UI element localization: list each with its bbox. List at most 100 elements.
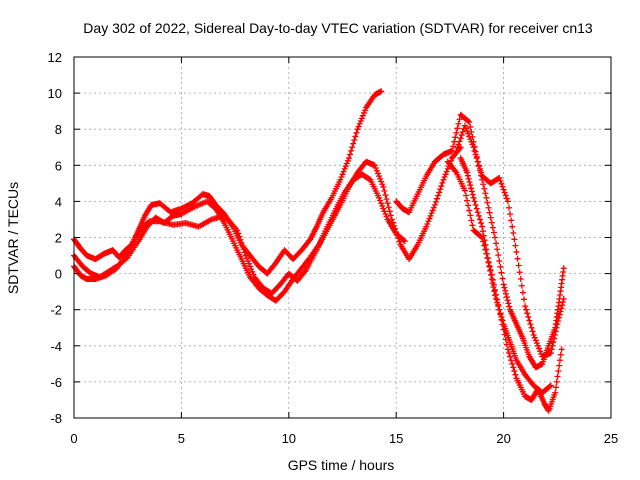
data-point bbox=[469, 191, 476, 198]
data-point bbox=[435, 192, 442, 199]
data-point bbox=[430, 204, 437, 211]
data-point bbox=[374, 170, 381, 177]
data-point bbox=[240, 246, 247, 253]
data-point bbox=[557, 351, 564, 358]
y-tick-label: 8 bbox=[55, 122, 62, 137]
x-tick-label: 15 bbox=[389, 431, 403, 446]
data-point bbox=[557, 308, 564, 315]
data-point bbox=[493, 240, 500, 247]
data-point bbox=[531, 334, 538, 341]
data-point bbox=[485, 204, 492, 211]
data-point bbox=[455, 120, 462, 127]
data-point bbox=[456, 138, 463, 145]
data-point bbox=[495, 303, 502, 310]
data-point bbox=[345, 155, 352, 162]
data-point bbox=[464, 197, 471, 204]
data-point bbox=[498, 313, 505, 320]
y-axis-label: SDTVAR / TECUs bbox=[5, 182, 21, 294]
data-point bbox=[453, 147, 460, 154]
data-point bbox=[112, 266, 119, 273]
data-point bbox=[475, 162, 482, 169]
data-point bbox=[379, 181, 386, 188]
data-point bbox=[429, 207, 436, 214]
data-point bbox=[549, 342, 556, 349]
data-point bbox=[468, 185, 475, 192]
data-point bbox=[479, 228, 486, 235]
data-point bbox=[248, 266, 255, 273]
data-point bbox=[494, 246, 501, 253]
data-point bbox=[372, 165, 379, 172]
series-track-3 bbox=[71, 144, 464, 297]
data-point bbox=[357, 118, 364, 125]
data-point bbox=[483, 250, 490, 257]
data-point bbox=[560, 295, 567, 302]
data-point bbox=[525, 313, 532, 320]
data-point bbox=[547, 350, 554, 357]
data-point bbox=[378, 200, 385, 207]
data-point bbox=[487, 214, 494, 221]
data-point bbox=[482, 241, 489, 248]
data-point bbox=[453, 129, 460, 136]
data-point bbox=[476, 165, 483, 172]
data-point bbox=[360, 109, 367, 116]
data-point bbox=[487, 271, 494, 278]
data-point bbox=[427, 212, 434, 219]
data-point bbox=[502, 192, 509, 199]
data-point bbox=[552, 328, 559, 335]
data-point bbox=[239, 243, 246, 250]
data-point bbox=[451, 138, 458, 145]
data-point bbox=[552, 384, 559, 391]
data-point bbox=[444, 165, 451, 172]
data-point bbox=[468, 138, 475, 145]
data-point bbox=[342, 163, 349, 170]
data-point bbox=[347, 151, 354, 158]
data-point bbox=[496, 174, 503, 181]
data-point bbox=[505, 350, 512, 357]
data-point bbox=[472, 202, 479, 209]
axis-ticks: 0 5 10 15 20 25 -8 -6 -4 -2 0 2 4 6 8 10 12 bbox=[48, 50, 619, 446]
data-point bbox=[434, 195, 441, 202]
data-point bbox=[467, 123, 474, 130]
data-point bbox=[513, 248, 520, 255]
data-point bbox=[558, 346, 565, 353]
data-point bbox=[489, 280, 496, 287]
data-point bbox=[509, 360, 516, 367]
data-point bbox=[553, 324, 560, 331]
data-point bbox=[394, 232, 401, 239]
data-point bbox=[401, 238, 408, 245]
data-point bbox=[490, 284, 497, 291]
data-point bbox=[474, 209, 481, 216]
data-point bbox=[503, 195, 510, 202]
data-point bbox=[465, 130, 472, 137]
data-point bbox=[495, 252, 502, 259]
data-point bbox=[523, 306, 530, 313]
y-tick-label: 12 bbox=[48, 50, 62, 65]
data-point bbox=[438, 183, 445, 190]
data-point bbox=[537, 348, 544, 355]
data-point bbox=[481, 185, 488, 192]
data-point bbox=[426, 215, 433, 222]
data-point bbox=[381, 188, 388, 195]
data-point bbox=[507, 211, 514, 218]
data-point bbox=[386, 208, 393, 215]
y-tick-label: 10 bbox=[48, 86, 62, 101]
data-point bbox=[499, 317, 506, 324]
data-point bbox=[461, 187, 468, 194]
data-point bbox=[558, 305, 565, 312]
series-track-1 bbox=[71, 88, 385, 277]
data-point bbox=[560, 265, 567, 272]
data-point bbox=[484, 199, 491, 206]
data-point bbox=[483, 194, 490, 201]
data-point bbox=[496, 306, 503, 313]
data-point bbox=[480, 181, 487, 188]
data-point bbox=[436, 189, 443, 196]
series-track-5 bbox=[453, 122, 567, 360]
data-point bbox=[452, 134, 459, 141]
data-point bbox=[338, 174, 345, 181]
data-point bbox=[358, 115, 365, 122]
data-point bbox=[519, 289, 526, 296]
data-point bbox=[481, 237, 488, 244]
data-point bbox=[496, 257, 503, 264]
data-point bbox=[249, 268, 256, 275]
data-point bbox=[547, 382, 554, 389]
